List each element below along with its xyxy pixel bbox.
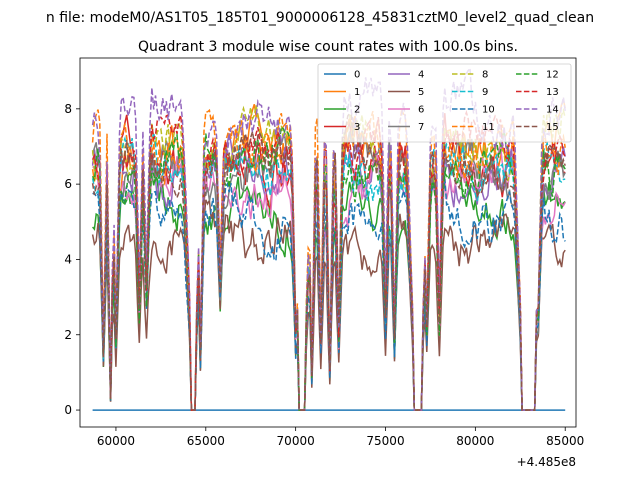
legend-label-11: 11	[482, 122, 495, 133]
legend-label-10: 10	[482, 105, 495, 116]
x-tick-label: 75000	[366, 434, 404, 448]
legend-frame	[317, 63, 572, 143]
y-tick-label: 2	[64, 328, 72, 342]
series-line-15	[91, 112, 566, 411]
figure-suptitle: n file: modeM0/AS1T05_185T01_9000006128_…	[46, 10, 594, 26]
y-tick-label: 4	[64, 252, 72, 266]
x-tick-label: 70000	[277, 434, 315, 448]
plot-frame	[79, 57, 577, 428]
y-tick-label: 6	[64, 177, 72, 191]
legend-label-6: 6	[418, 105, 424, 116]
legend-label-5: 5	[418, 87, 424, 98]
legend-label-0: 0	[354, 70, 360, 81]
y-axis: 0 2 4 6 8	[64, 102, 80, 417]
y-tick-label: 8	[64, 102, 72, 116]
y-tick-label: 0	[64, 403, 72, 417]
series-line-9	[91, 132, 566, 411]
legend-label-14: 14	[546, 105, 559, 116]
x-tick-label: 85000	[546, 434, 584, 448]
legend-label-7: 7	[418, 122, 424, 133]
chart-title: Quadrant 3 module wise count rates with …	[138, 39, 518, 55]
legend-label-8: 8	[482, 70, 488, 81]
x-tick-label: 80000	[456, 434, 494, 448]
legend-label-4: 4	[418, 70, 424, 81]
x-tick-label: 60000	[97, 434, 135, 448]
legend-label-13: 13	[546, 87, 559, 98]
legend-label-1: 1	[354, 87, 360, 98]
legend-label-15: 15	[546, 122, 559, 133]
legend-label-3: 3	[354, 122, 360, 133]
legend-label-2: 2	[354, 105, 360, 116]
x-offset-label: +4.485e8	[517, 455, 576, 469]
legend-label-9: 9	[482, 87, 488, 98]
x-tick-label: 65000	[187, 434, 225, 448]
x-axis: 60000 65000 70000 75000 80000 85000	[97, 427, 584, 448]
legend-label-12: 12	[546, 70, 559, 81]
